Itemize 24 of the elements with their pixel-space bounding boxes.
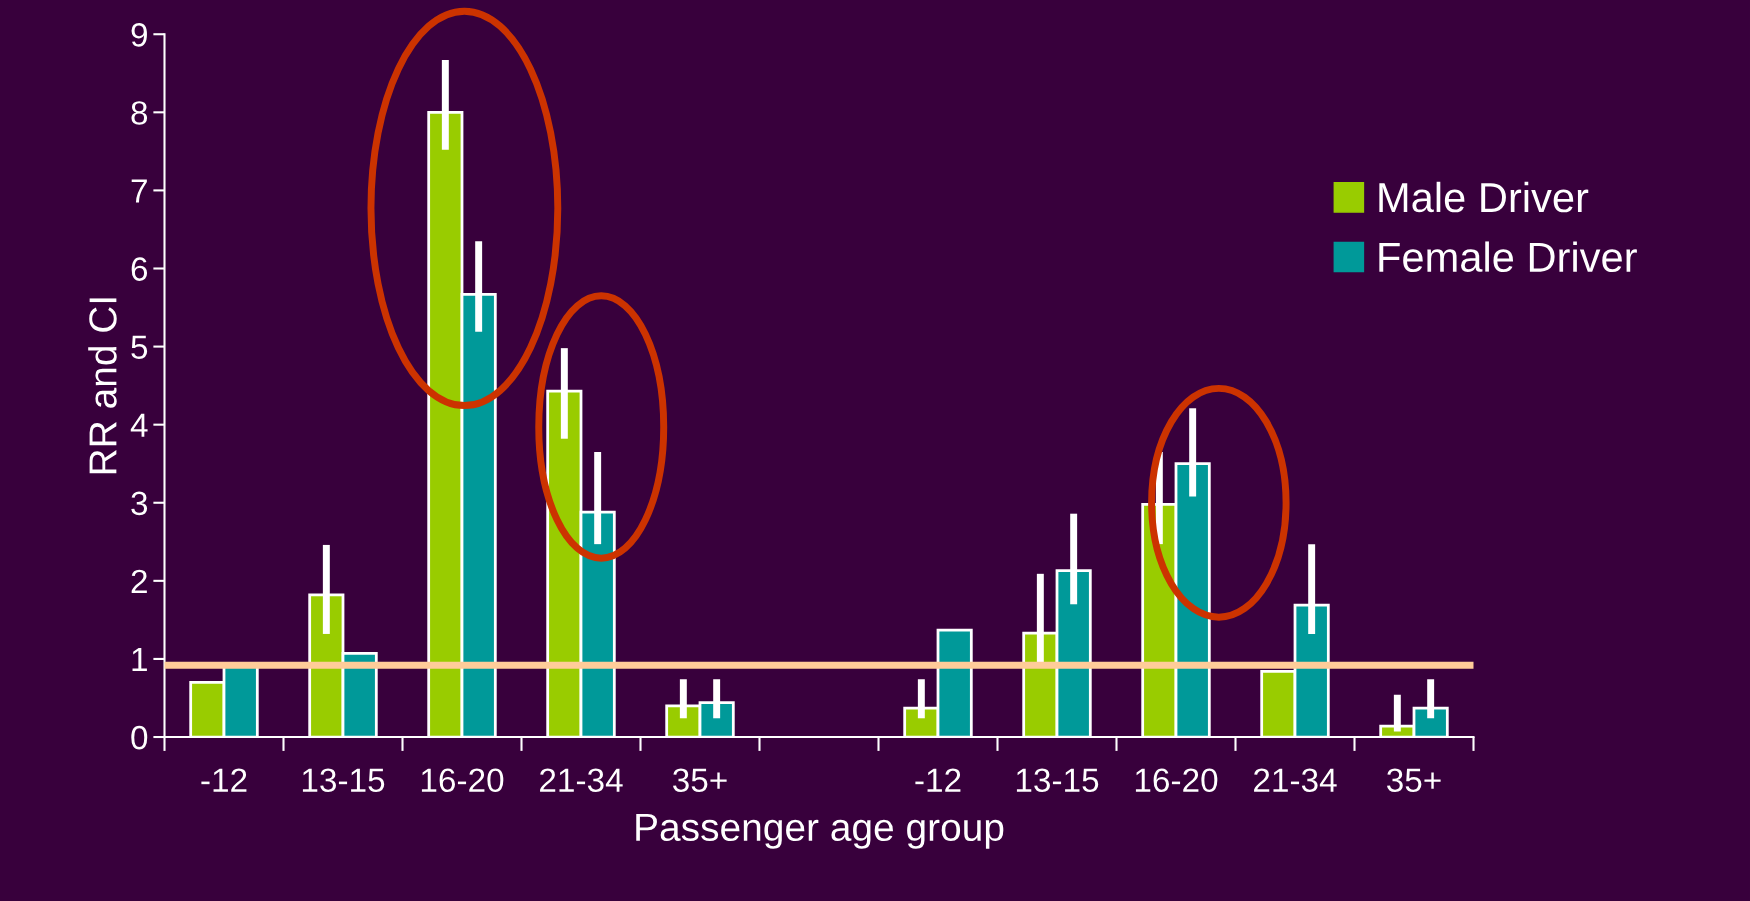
x-tick-label: 13-15 [1016, 768, 1099, 793]
y-tick-label: 2 [131, 569, 147, 593]
y-tick-label: 6 [131, 257, 148, 281]
y-tick-label: 3 [131, 491, 148, 516]
x-tick-label: 16-20 [421, 768, 504, 793]
x-tick-label: -12 [915, 768, 961, 792]
x-tick-label: 21-34 [540, 768, 623, 793]
x-tick-label: -12 [201, 768, 247, 792]
y-tick-label: 1 [132, 648, 147, 672]
legend-label: Female Driver [1379, 241, 1637, 273]
x-tick-label: 21-34 [1254, 768, 1337, 793]
y-tick-label: 7 [131, 179, 147, 203]
x-tick-label: 35+ [1387, 768, 1441, 793]
x-tick-label: 13-15 [302, 768, 385, 793]
y-tick-label: 0 [131, 725, 148, 750]
x-tick-label: 35+ [673, 768, 727, 793]
y-tick-label: 9 [131, 23, 147, 47]
y-tick-label: 4 [130, 413, 148, 437]
y-tick-label: 5 [131, 335, 148, 359]
x-axis-title: Passenger age group [636, 813, 1004, 849]
x-tick-label: 16-20 [1135, 768, 1218, 793]
legend-label: Male Driver [1379, 181, 1589, 213]
y-tick-label: 8 [131, 101, 148, 125]
y-axis-title: RR and CI [88, 298, 117, 474]
